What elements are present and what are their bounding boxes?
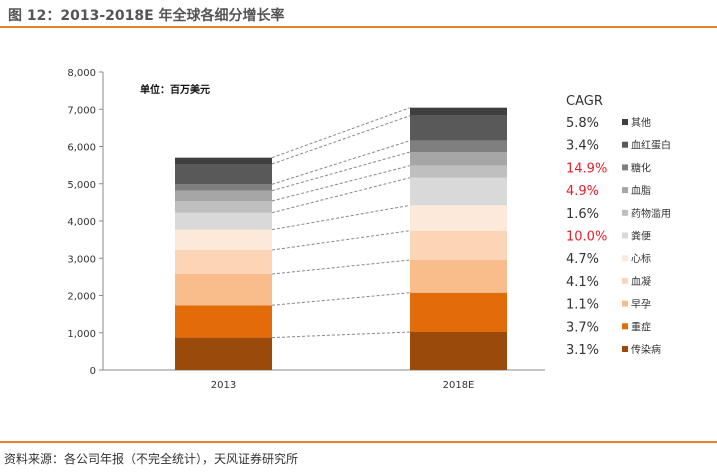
bar-segment [175, 164, 272, 185]
legend-swatch [622, 323, 628, 330]
legend-label: 血红蛋白 [631, 139, 671, 152]
bar-segment [175, 157, 272, 165]
x-tick-label: 2018E [443, 380, 475, 391]
connector-line [271, 177, 411, 214]
y-tick-label: 5,000 [67, 180, 96, 191]
bar-segment [410, 115, 507, 141]
legend-label: 早孕 [631, 299, 651, 311]
connector-line [271, 151, 411, 192]
bar-segment [410, 140, 507, 153]
bar-segment [175, 200, 272, 213]
bar-segment [175, 274, 272, 306]
legend-cagr: 4.1% [566, 275, 599, 290]
figure-title: 图 12：2013-2018E 年全球各细分增长率 [8, 8, 285, 24]
bar-segment [410, 165, 507, 178]
x-tick-label: 2013 [211, 380, 236, 391]
connector-line [271, 259, 411, 275]
legend-swatch [622, 232, 628, 239]
legend-cagr: 4.9% [566, 184, 599, 199]
legend-cagr: 14.9% [566, 161, 607, 176]
legend-swatch [622, 255, 628, 262]
connector-line [271, 165, 411, 202]
connector-line [271, 292, 411, 306]
legend-cagr: 10.0% [566, 230, 607, 245]
legend-swatch [622, 277, 628, 284]
unit-note: 单位：百万美元 [140, 83, 210, 96]
bar-segment [410, 292, 507, 333]
connector-line [271, 115, 411, 165]
connector-line [271, 107, 411, 159]
legend-label: 心标 [631, 253, 651, 265]
legend-label: 血脂 [631, 184, 651, 197]
y-tick-label: 3,000 [67, 254, 96, 265]
bar-segment [175, 190, 272, 201]
bar-segment [410, 260, 507, 293]
y-tick-label: 2,000 [67, 292, 96, 303]
footer-divider [0, 441, 717, 443]
legend-swatch [622, 119, 628, 125]
connector-line [271, 140, 411, 185]
legend-label: 重症 [631, 320, 651, 333]
y-tick-label: 6,000 [67, 143, 96, 154]
legend-cagr: 3.7% [566, 320, 599, 335]
legend-swatch [622, 164, 628, 171]
legend-header: CAGR [566, 94, 603, 109]
legend-label: 血凝 [631, 275, 651, 288]
y-tick-label: 4,000 [67, 217, 96, 228]
legend-cagr: 1.6% [566, 207, 599, 222]
title-divider [0, 26, 717, 28]
connector-line [271, 331, 411, 339]
bar-segment [175, 229, 272, 251]
bar-segment [175, 305, 272, 338]
source-note: 资料来源：各公司年报（不完全统计），天风证券研究所 [4, 452, 299, 466]
bar-segment [410, 152, 507, 166]
legend-label: 粪便 [631, 230, 651, 243]
bar-segment [175, 337, 272, 370]
y-tick-label: 8,000 [67, 68, 96, 79]
y-tick-label: 1,000 [67, 329, 96, 340]
bar-segment [410, 205, 507, 231]
legend-swatch [622, 346, 628, 352]
legend-cagr: 4.7% [566, 252, 599, 267]
legend-cagr: 5.8% [566, 116, 599, 131]
connector-line [271, 230, 411, 251]
legend-swatch [622, 187, 628, 194]
legend-swatch [622, 141, 628, 148]
legend-cagr: 3.4% [566, 139, 599, 154]
legend-label: 传染病 [631, 343, 661, 356]
bar-segment [410, 230, 507, 261]
bar-segment [410, 177, 507, 206]
legend-swatch [622, 209, 628, 216]
bar-segment [175, 184, 272, 191]
connector-line [271, 204, 411, 231]
legend-label: 其他 [631, 116, 651, 129]
legend-label: 糖化 [631, 161, 651, 174]
bar-segment [175, 250, 272, 275]
legend-swatch [622, 300, 628, 307]
bar-segment [410, 107, 507, 116]
y-tick-label: 0 [90, 366, 96, 377]
legend-cagr: 3.1% [566, 343, 599, 358]
bar-segment [175, 212, 272, 230]
legend-label: 药物滥用 [631, 207, 671, 220]
y-tick-label: 7,000 [67, 105, 96, 116]
legend-cagr: 1.1% [566, 298, 599, 313]
bar-segment [410, 332, 507, 370]
